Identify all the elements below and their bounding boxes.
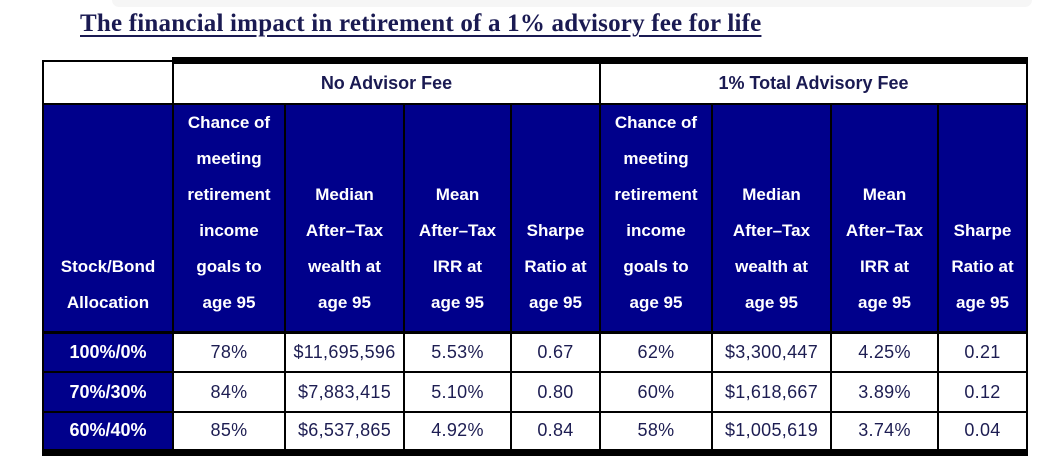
col-header-chance-no-fee: Chance of meeting retirement income goal… <box>172 102 286 334</box>
cell-sharpe-no-fee: 0.67 <box>510 331 601 373</box>
col-header-mean-irr-fee: Mean After–Tax IRR at age 95 <box>830 102 939 334</box>
table-row-70-30: 70%/30% 84% $7,883,415 5.10% 0.80 60% $1… <box>42 371 1028 413</box>
cell-median-wealth-no-fee: $6,537,865 <box>284 411 405 456</box>
page-title: The financial impact in retirement of a … <box>80 10 762 37</box>
col-header-sharpe-fee: Sharpe Ratio at age 95 <box>937 102 1028 334</box>
table-row-100-0: 100%/0% 78% $11,695,596 5.53% 0.67 62% $… <box>42 331 1028 373</box>
cell-mean-irr-fee: 4.25% <box>830 331 939 373</box>
cell-chance-fee: 58% <box>599 411 713 456</box>
cell-sharpe-no-fee: 0.80 <box>510 371 601 413</box>
cell-mean-irr-no-fee: 5.10% <box>403 371 512 413</box>
col-header-median-wealth-no-fee: Median After–Tax wealth at age 95 <box>284 102 405 334</box>
cell-sharpe-no-fee: 0.84 <box>510 411 601 456</box>
cell-mean-irr-no-fee: 5.53% <box>403 331 512 373</box>
cell-chance-fee: 62% <box>599 331 713 373</box>
cropped-top-bar <box>112 0 1032 7</box>
corner-cell <box>42 59 174 105</box>
cell-median-wealth-fee: $1,618,667 <box>711 371 832 413</box>
group-header-no-advisor-fee: No Advisor Fee <box>172 57 601 105</box>
allocation-label: 60%/40% <box>42 411 174 456</box>
fee-impact-table: No Advisor Fee 1% Total Advisory Fee Sto… <box>42 57 1028 456</box>
cell-chance-no-fee: 78% <box>172 331 286 373</box>
row-header-stock-bond-allocation: Stock/Bond Allocation <box>42 102 174 334</box>
cell-chance-no-fee: 85% <box>172 411 286 456</box>
col-header-mean-irr-no-fee: Mean After–Tax IRR at age 95 <box>403 102 512 334</box>
cell-median-wealth-no-fee: $11,695,596 <box>284 331 405 373</box>
cell-sharpe-fee: 0.04 <box>937 411 1028 456</box>
cell-median-wealth-no-fee: $7,883,415 <box>284 371 405 413</box>
cell-chance-fee: 60% <box>599 371 713 413</box>
cell-median-wealth-fee: $1,005,619 <box>711 411 832 456</box>
allocation-label: 70%/30% <box>42 371 174 413</box>
cell-mean-irr-no-fee: 4.92% <box>403 411 512 456</box>
group-header-total-advisory-fee: 1% Total Advisory Fee <box>599 57 1028 105</box>
cell-mean-irr-fee: 3.74% <box>830 411 939 456</box>
cell-chance-no-fee: 84% <box>172 371 286 413</box>
col-header-median-wealth-fee: Median After–Tax wealth at age 95 <box>711 102 832 334</box>
col-header-chance-fee: Chance of meeting retirement income goal… <box>599 102 713 334</box>
allocation-label: 100%/0% <box>42 331 174 373</box>
cell-mean-irr-fee: 3.89% <box>830 371 939 413</box>
table-row-60-40: 60%/40% 85% $6,537,865 4.92% 0.84 58% $1… <box>42 411 1028 456</box>
cell-median-wealth-fee: $3,300,447 <box>711 331 832 373</box>
col-header-sharpe-no-fee: Sharpe Ratio at age 95 <box>510 102 601 334</box>
cell-sharpe-fee: 0.21 <box>937 331 1028 373</box>
cell-sharpe-fee: 0.12 <box>937 371 1028 413</box>
